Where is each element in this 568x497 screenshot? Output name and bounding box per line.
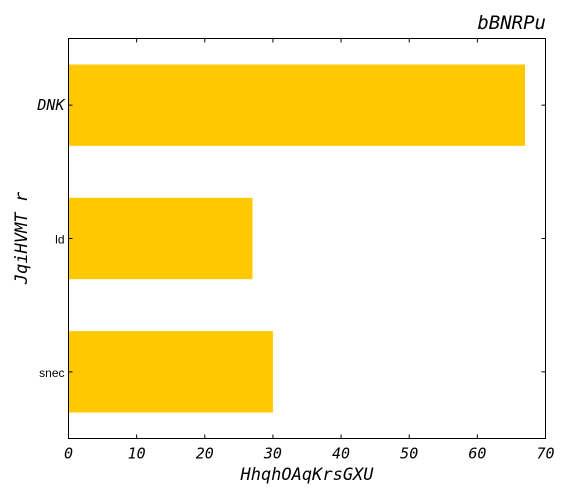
y-tick-label: ld xyxy=(55,233,64,247)
x-tick-label: 50 xyxy=(400,445,418,463)
x-axis-ticks: 0 10 20 30 40 50 60 70 xyxy=(64,38,555,463)
y-axis-ticks: DNK ld snec xyxy=(36,96,546,380)
x-axis-label: HhqhOAqKrsGXU xyxy=(239,465,374,485)
bar-ld xyxy=(68,197,253,280)
x-tick-label: 60 xyxy=(468,445,486,463)
x-tick-label: 20 xyxy=(196,445,214,463)
y-tick-label: DNK xyxy=(36,96,65,114)
bars-group xyxy=(68,64,526,413)
y-tick-label: snec xyxy=(39,366,64,380)
bar-snec xyxy=(68,331,273,413)
x-tick-label: 70 xyxy=(536,445,554,463)
bar-dnk xyxy=(68,64,526,146)
chart-title: bBNRPu xyxy=(477,12,546,34)
x-tick-label: 0 xyxy=(64,445,73,463)
x-tick-label: 30 xyxy=(263,445,282,463)
x-tick-label: 10 xyxy=(128,445,146,463)
y-axis-label: JqiHVMT r xyxy=(12,191,32,285)
x-tick-label: 40 xyxy=(332,445,350,463)
